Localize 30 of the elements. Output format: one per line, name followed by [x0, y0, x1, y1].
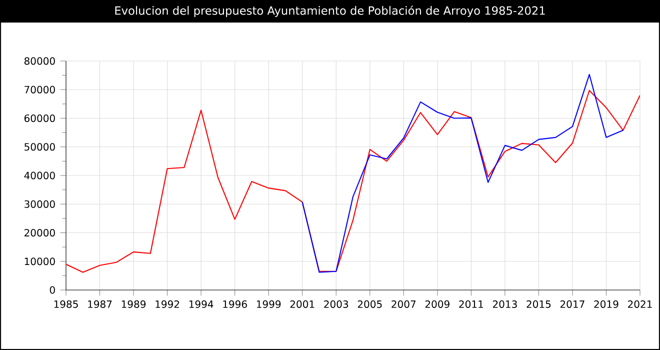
- x-tick-label: 1999: [256, 300, 281, 308]
- x-tick-label: 1994: [189, 300, 214, 308]
- x-tick-label: 2021: [628, 300, 652, 308]
- x-tick-label: 2001: [290, 300, 314, 308]
- x-tick-label: 2003: [324, 300, 348, 308]
- x-tick-label: 1987: [88, 300, 112, 308]
- y-tick-label: 50000: [24, 143, 55, 151]
- x-tick-label: 2005: [358, 300, 382, 308]
- x-tick-label: 2015: [526, 300, 551, 308]
- y-tick-label: 80000: [24, 57, 55, 65]
- y-tick-label: 40000: [24, 172, 55, 180]
- x-tick-label: 2007: [392, 300, 416, 308]
- y-tick-label: 30000: [24, 200, 55, 208]
- x-tick-label: 1992: [156, 300, 180, 308]
- x-tick-label: 1996: [223, 300, 247, 308]
- y-tick-label: 60000: [24, 114, 55, 122]
- y-tick-label: 0: [50, 286, 55, 294]
- x-tick-label: 2017: [560, 300, 584, 308]
- line-series: [66, 90, 640, 273]
- chart-title: Evolucion del presupuesto Ayuntamiento de Población de Arroyo 1985-2021: [115, 6, 545, 18]
- y-tick-label: 20000: [24, 228, 55, 237]
- y-tick-label: 10000: [24, 258, 55, 266]
- line-series: [302, 74, 624, 273]
- y-tick-label: 70000: [24, 86, 55, 94]
- x-tick-label: 1989: [122, 300, 146, 308]
- x-tick-label: 2019: [594, 300, 618, 308]
- x-tick-label: 2011: [459, 300, 483, 308]
- x-tick-label: 2013: [492, 300, 517, 308]
- x-tick-label: 1985: [54, 300, 78, 308]
- x-tick-label: 2009: [425, 300, 450, 308]
